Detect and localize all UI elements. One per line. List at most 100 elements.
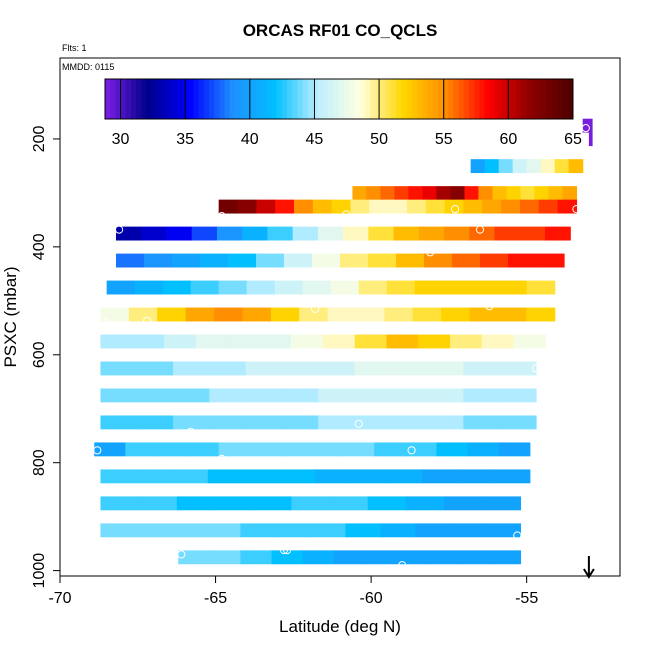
heatmap-cell <box>125 442 157 456</box>
data-point <box>548 270 555 277</box>
colorbar-segment <box>557 79 563 119</box>
colorbar-segment <box>282 79 288 119</box>
colorbar-segment <box>511 79 517 119</box>
colorbar: 30 35 40 45 50 55 60 65 <box>105 79 582 148</box>
heatmap-cell <box>242 227 268 241</box>
heatmap-cell <box>480 254 509 268</box>
heatmap-cell <box>355 388 392 402</box>
heatmap-cell <box>527 159 542 173</box>
heatmap-cell <box>418 335 450 349</box>
heatmap-cell <box>275 281 304 295</box>
colorbar-segment <box>401 79 407 119</box>
heatmap-cell <box>215 496 254 510</box>
heatmap-cell <box>387 281 416 295</box>
heatmap-cell <box>506 186 521 200</box>
y-tick-label: 600 <box>31 341 48 368</box>
heatmap-cell <box>135 523 171 537</box>
heatmap-cell <box>330 496 369 510</box>
colorbar-segment <box>183 79 189 119</box>
heatmap-cell <box>100 415 137 429</box>
colorbar-segment <box>344 79 350 119</box>
heatmap-cell <box>246 362 283 376</box>
heatmap-cell <box>426 200 445 214</box>
heatmap-cell <box>256 200 275 214</box>
heatmap-cell <box>209 362 246 376</box>
colorbar-segment <box>204 79 210 119</box>
heatmap-cell <box>219 442 251 456</box>
colorbar-segment <box>386 79 392 119</box>
heatmap-cell <box>356 308 385 322</box>
colorbar-segment <box>297 79 303 119</box>
heatmap-cell <box>485 159 500 173</box>
colorbar-segment <box>131 79 137 119</box>
heatmap-cell <box>173 388 210 402</box>
heatmap-cell <box>282 362 319 376</box>
heatmap-cell <box>282 388 319 402</box>
heatmap-cell <box>427 415 464 429</box>
colorbar-segment <box>105 79 111 119</box>
chart-title: ORCAS RF01 CO_QCLS <box>243 21 438 40</box>
heatmap-cell <box>471 281 500 295</box>
colorbar-segment <box>162 79 168 119</box>
heatmap-cell <box>135 281 164 295</box>
heatmap-cell <box>394 227 420 241</box>
heatmap-cell <box>228 254 257 268</box>
heatmap-cell <box>137 362 174 376</box>
colorbar-segment <box>500 79 506 119</box>
heatmap-cell <box>107 281 136 295</box>
heatmap-cell <box>282 415 319 429</box>
heatmap-cell <box>209 550 241 564</box>
heatmap-cell <box>247 281 276 295</box>
y-tick-label: 1000 <box>31 553 48 589</box>
colorbar-tick-label: 30 <box>112 131 130 148</box>
heatmap-cell <box>275 523 311 537</box>
heatmap-cell <box>482 496 521 510</box>
heatmap-cell <box>463 388 500 402</box>
heatmap-cell <box>188 442 220 456</box>
heatmap-cell <box>253 496 292 510</box>
y-axis-label: PSXC (mbar) <box>1 266 20 367</box>
colorbar-segment <box>167 79 173 119</box>
data-point <box>520 564 527 571</box>
heatmap-cell <box>445 200 464 214</box>
colorbar-segment <box>193 79 199 119</box>
heatmap-chart: ORCAS RF01 CO_QCLS Flts: 1 MMDD: 0115 30… <box>0 0 650 650</box>
heatmap-cell <box>499 159 514 173</box>
colorbar-segment <box>334 79 340 119</box>
heatmap-cell <box>323 335 355 349</box>
heatmap-cell <box>369 200 388 214</box>
heatmap-cell <box>166 227 192 241</box>
heatmap-cell <box>172 469 208 483</box>
heatmap-cell <box>293 227 319 241</box>
data-point <box>542 480 549 487</box>
heatmap-cell <box>209 388 246 402</box>
heatmap-cell <box>100 469 136 483</box>
heatmap-cell <box>256 254 285 268</box>
heatmap-cell <box>407 200 426 214</box>
colorbar-segment <box>391 79 397 119</box>
colorbar-segment <box>531 79 537 119</box>
heatmap-cell <box>498 308 527 322</box>
heatmap-cell <box>464 186 479 200</box>
heatmap-cell <box>458 469 494 483</box>
heatmap-cell <box>173 415 210 429</box>
colorbar-tick-label: 35 <box>176 131 194 148</box>
colorbar-segment <box>173 79 179 119</box>
mmdd-annotation: MMDD: 0115 <box>62 62 114 72</box>
heatmap-cell <box>415 281 444 295</box>
heatmap-cell <box>312 254 341 268</box>
heatmap-cell <box>406 496 445 510</box>
heatmap-cell <box>186 308 215 322</box>
heatmap-cell <box>527 281 556 295</box>
heatmap-cell <box>340 254 369 268</box>
heatmap-cell <box>536 254 565 268</box>
heatmap-cell <box>470 308 499 322</box>
heatmap-cell <box>391 362 428 376</box>
heatmap-cell <box>444 496 483 510</box>
heatmap-cell <box>419 227 445 241</box>
heatmap-cell <box>271 308 300 322</box>
colorbar-segment <box>287 79 293 119</box>
heatmap-cell <box>359 281 388 295</box>
heatmap-cell <box>157 308 186 322</box>
heatmap-cell <box>495 227 521 241</box>
